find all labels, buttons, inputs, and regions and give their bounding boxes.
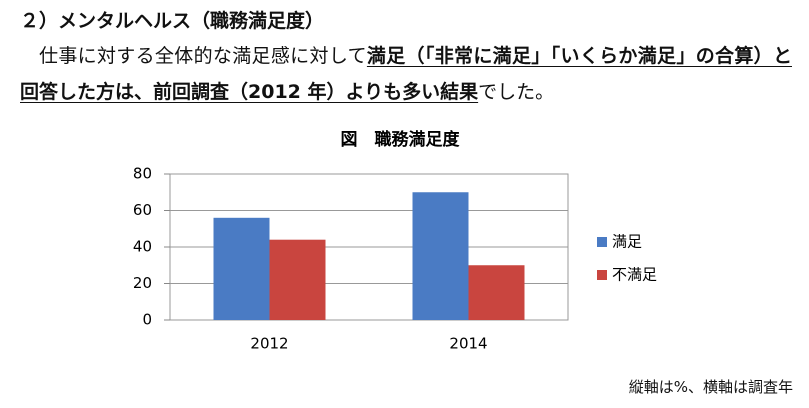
y-tick-label: 60 — [133, 201, 152, 219]
legend-swatch — [597, 237, 607, 247]
bar — [269, 239, 326, 320]
text-segment: 満足（「非常に満足」「いくらか満足」の合算）と回答した方は、前回調査（2012 … — [20, 45, 792, 103]
legend-label: 不満足 — [612, 266, 657, 284]
y-tick-label: 0 — [142, 311, 152, 329]
bar — [213, 217, 270, 320]
text-segment: でした。 — [478, 81, 555, 103]
x-tick-label: 2012 — [250, 335, 288, 353]
y-tick-label: 40 — [133, 238, 152, 256]
y-tick-label: 80 — [133, 165, 152, 183]
y-tick-label: 20 — [133, 274, 152, 292]
bar — [468, 265, 525, 320]
paragraph: 仕事に対する全体的な満足感に対して満足（「非常に満足」「いくらか満足」の合算）と… — [20, 38, 792, 110]
legend-label: 満足 — [612, 233, 642, 251]
bar — [412, 192, 469, 320]
chart-title: 図 職務満足度 — [341, 129, 461, 150]
text-segment: 仕事に対する全体的な満足感に対して — [39, 45, 367, 67]
x-tick-label: 2014 — [449, 335, 487, 353]
heading: ２）メンタルヘルス（職務満足度） — [20, 10, 325, 32]
footnote: 縦軸は%、横軸は調査年 — [628, 378, 793, 396]
legend-swatch — [597, 270, 607, 280]
